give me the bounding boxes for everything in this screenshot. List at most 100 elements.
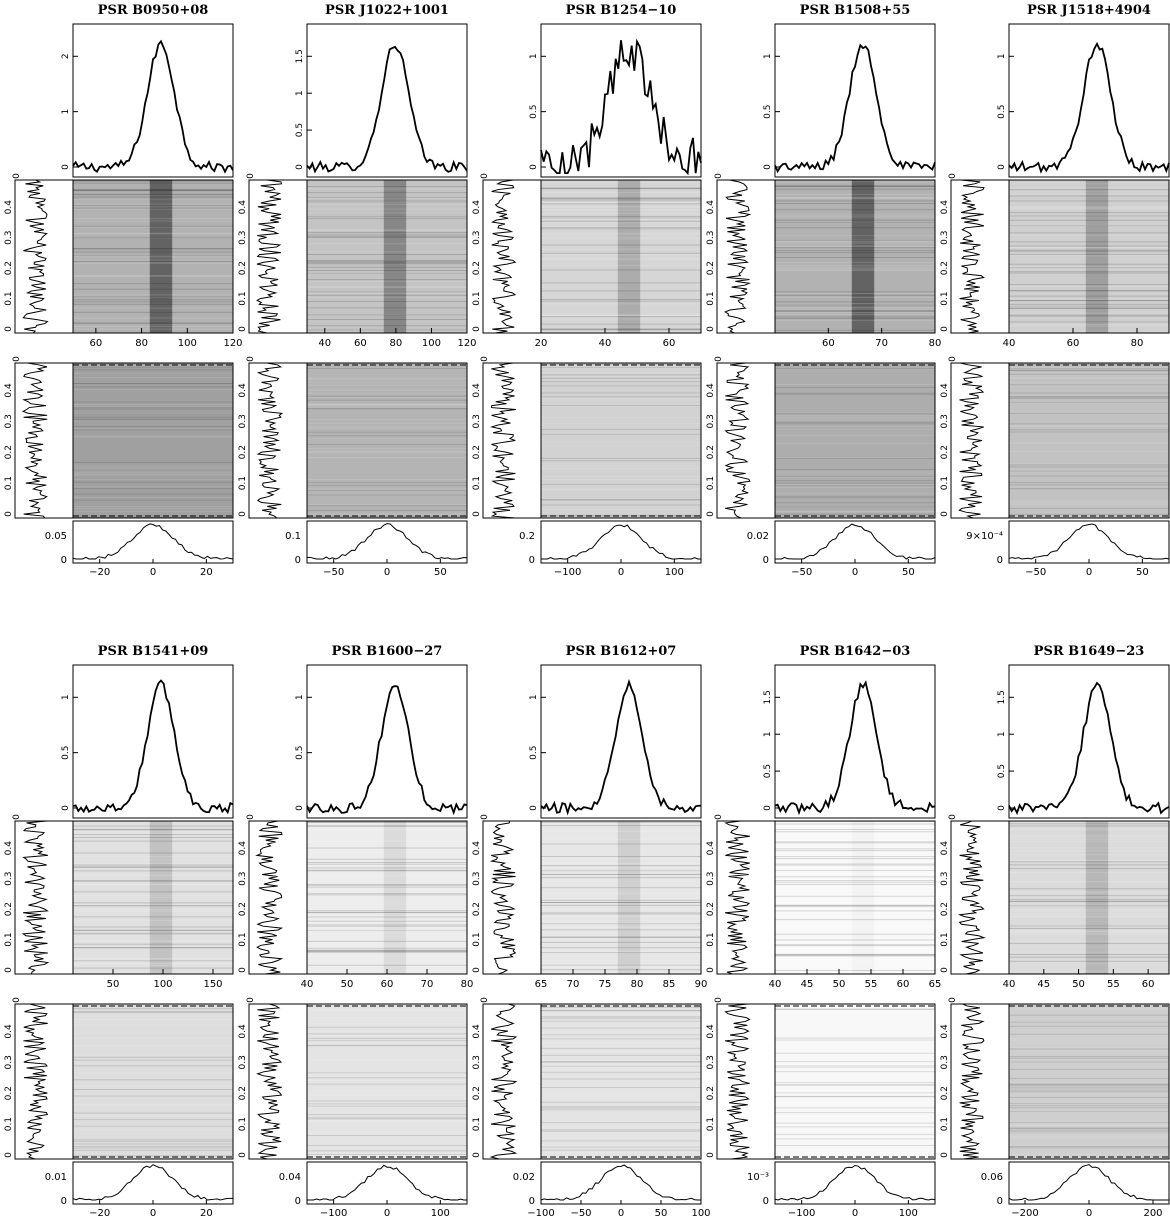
profile-line xyxy=(774,43,936,174)
profile-frame xyxy=(72,23,234,178)
lrfs-line xyxy=(72,1164,234,1201)
side-top-label: 0 xyxy=(246,356,256,362)
profile-ytick-label: 1.5 xyxy=(763,690,773,704)
lrfs-ytick-label: 10⁻³ xyxy=(747,1172,769,1183)
spectrum-side-ytick-label: 0.3 xyxy=(940,414,950,428)
stack-xtick-label: 80 xyxy=(390,338,403,349)
spectrum-image xyxy=(775,363,935,518)
stack-side-ytick-label: 0.4 xyxy=(4,200,14,215)
spectrum-side-ytick-label: 0 xyxy=(4,511,14,517)
spectrum-side-ytick-label: 0.4 xyxy=(4,1024,14,1039)
stack-xtick-label: 80 xyxy=(1131,338,1144,349)
lrfs-ytick-label: 0.1 xyxy=(285,531,301,542)
lrfs-ytick-label: 0 xyxy=(529,555,535,566)
stack-side-ytick-label: 0.4 xyxy=(940,200,950,215)
stack-side-ytick-label: 0.2 xyxy=(706,261,716,275)
stack-xtick-label: 50 xyxy=(341,979,354,990)
stack-side-line xyxy=(490,179,517,334)
stack-side-line xyxy=(724,179,752,334)
panel-title: PSR B1254−10 xyxy=(566,3,677,18)
stack-xtick-label: 40 xyxy=(769,979,782,990)
spectrum-image xyxy=(1009,1004,1169,1159)
stack-side-frame xyxy=(14,179,74,334)
profile-ytick-label: 1 xyxy=(997,731,1007,737)
stack-side-ytick-label: 0 xyxy=(706,967,716,973)
stack-pulse-band xyxy=(617,180,641,333)
pulsar-panel: PSR B1508+55 0 0.5 1 0 0.1 0.2 0.3 0.4 0 60 70 80 0 0.… xyxy=(706,3,941,578)
spectrum-side-ytick-label: 0.3 xyxy=(4,414,14,428)
stack-xtick-label: 40 xyxy=(1003,338,1016,349)
spectrum-side-frame xyxy=(248,362,308,519)
lrfs-ytick-label: 0 xyxy=(997,1196,1003,1207)
profile-line xyxy=(72,39,234,174)
side-top-label: 0 xyxy=(714,173,724,179)
spectrum-side-frame xyxy=(14,1003,74,1160)
spectrum-side-line xyxy=(256,362,284,519)
lrfs-ytick-label: 0.05 xyxy=(45,531,67,542)
stack-xtick-label: 70 xyxy=(421,979,434,990)
spectrum-side-ytick-label: 0.2 xyxy=(238,1086,248,1100)
side-top-label: 0 xyxy=(714,356,724,362)
stack-xtick-label: 80 xyxy=(461,979,474,990)
spectrum-side-line xyxy=(959,1003,985,1160)
profile-line xyxy=(1008,41,1170,174)
lrfs-xtick-label: 100 xyxy=(431,1208,450,1217)
spectrum-image xyxy=(307,1004,467,1159)
stack-side-ytick-label: 0.1 xyxy=(472,932,482,946)
stack-xtick-label: 80 xyxy=(631,979,644,990)
profile-line xyxy=(1008,681,1170,816)
side-top-label: 0 xyxy=(480,173,490,179)
spectrum-side-ytick-label: 0.4 xyxy=(238,1024,248,1039)
spectrum-side-ytick-label: 0.1 xyxy=(706,1117,716,1131)
lrfs-line xyxy=(1008,523,1170,560)
profile-ytick-label: 0.5 xyxy=(997,764,1007,778)
lrfs-ytick-label: 0.02 xyxy=(747,531,769,542)
side-top-label: 0 xyxy=(948,356,958,362)
stack-side-line xyxy=(489,820,517,975)
lrfs-line xyxy=(775,523,936,560)
spectrum-side-line xyxy=(958,362,985,519)
profile-ytick-label: 1 xyxy=(61,694,71,700)
stack-side-ytick-label: 0.3 xyxy=(472,231,482,245)
lrfs-ytick-label: 0.01 xyxy=(45,1172,67,1183)
stack-xtick-label: 40 xyxy=(318,338,331,349)
panel-title: PSR J1022+1001 xyxy=(325,3,449,18)
lrfs-xtick-label: 200 xyxy=(1143,1208,1162,1217)
stack-xtick-label: 75 xyxy=(599,979,612,990)
lrfs-frame xyxy=(1008,1161,1170,1205)
lrfs-xtick-label: −100 xyxy=(788,1208,815,1217)
profile-line xyxy=(72,679,234,815)
stack-xtick-label: 60 xyxy=(897,979,910,990)
stack-xtick-label: 60 xyxy=(1067,338,1080,349)
spectrum-side-ytick-label: 0.3 xyxy=(4,1055,14,1069)
stack-side-ytick-label: 0.2 xyxy=(238,261,248,275)
lrfs-xtick-label: 0 xyxy=(150,1208,156,1217)
spectrum-side-ytick-label: 0.1 xyxy=(4,1117,14,1131)
stack-xtick-label: 40 xyxy=(599,338,612,349)
spectrum-side-frame xyxy=(14,362,74,519)
stack-side-ytick-label: 0.3 xyxy=(238,231,248,245)
lrfs-xtick-label: −50 xyxy=(570,1208,591,1217)
stack-side-ytick-label: 0.1 xyxy=(4,932,14,946)
spectrum-side-ytick-label: 0.4 xyxy=(706,1024,716,1039)
spectrum-side-ytick-label: 0.2 xyxy=(706,445,716,459)
lrfs-xtick-label: 50 xyxy=(1136,567,1149,578)
profile-ytick-label: 0 xyxy=(529,164,539,170)
stack-side-ytick-label: 0.1 xyxy=(238,932,248,946)
profile-frame xyxy=(72,664,234,819)
lrfs-line xyxy=(540,1164,701,1201)
stack-pulse-band xyxy=(617,821,641,974)
side-top-label: 0 xyxy=(12,173,22,179)
spectrum-side-ytick-label: 0.1 xyxy=(472,1117,482,1131)
side-top-label: 0 xyxy=(714,997,724,1003)
spectrum-side-ytick-label: 0.3 xyxy=(472,414,482,428)
stack-side-ytick-label: 0.1 xyxy=(4,291,14,305)
spectrum-image xyxy=(541,363,701,518)
stack-side-line xyxy=(255,820,284,975)
stack-side-ytick-label: 0 xyxy=(238,967,248,973)
stack-side-ytick-label: 0.1 xyxy=(238,291,248,305)
stack-side-ytick-label: 0 xyxy=(238,326,248,332)
lrfs-xtick-label: −100 xyxy=(527,1208,554,1217)
